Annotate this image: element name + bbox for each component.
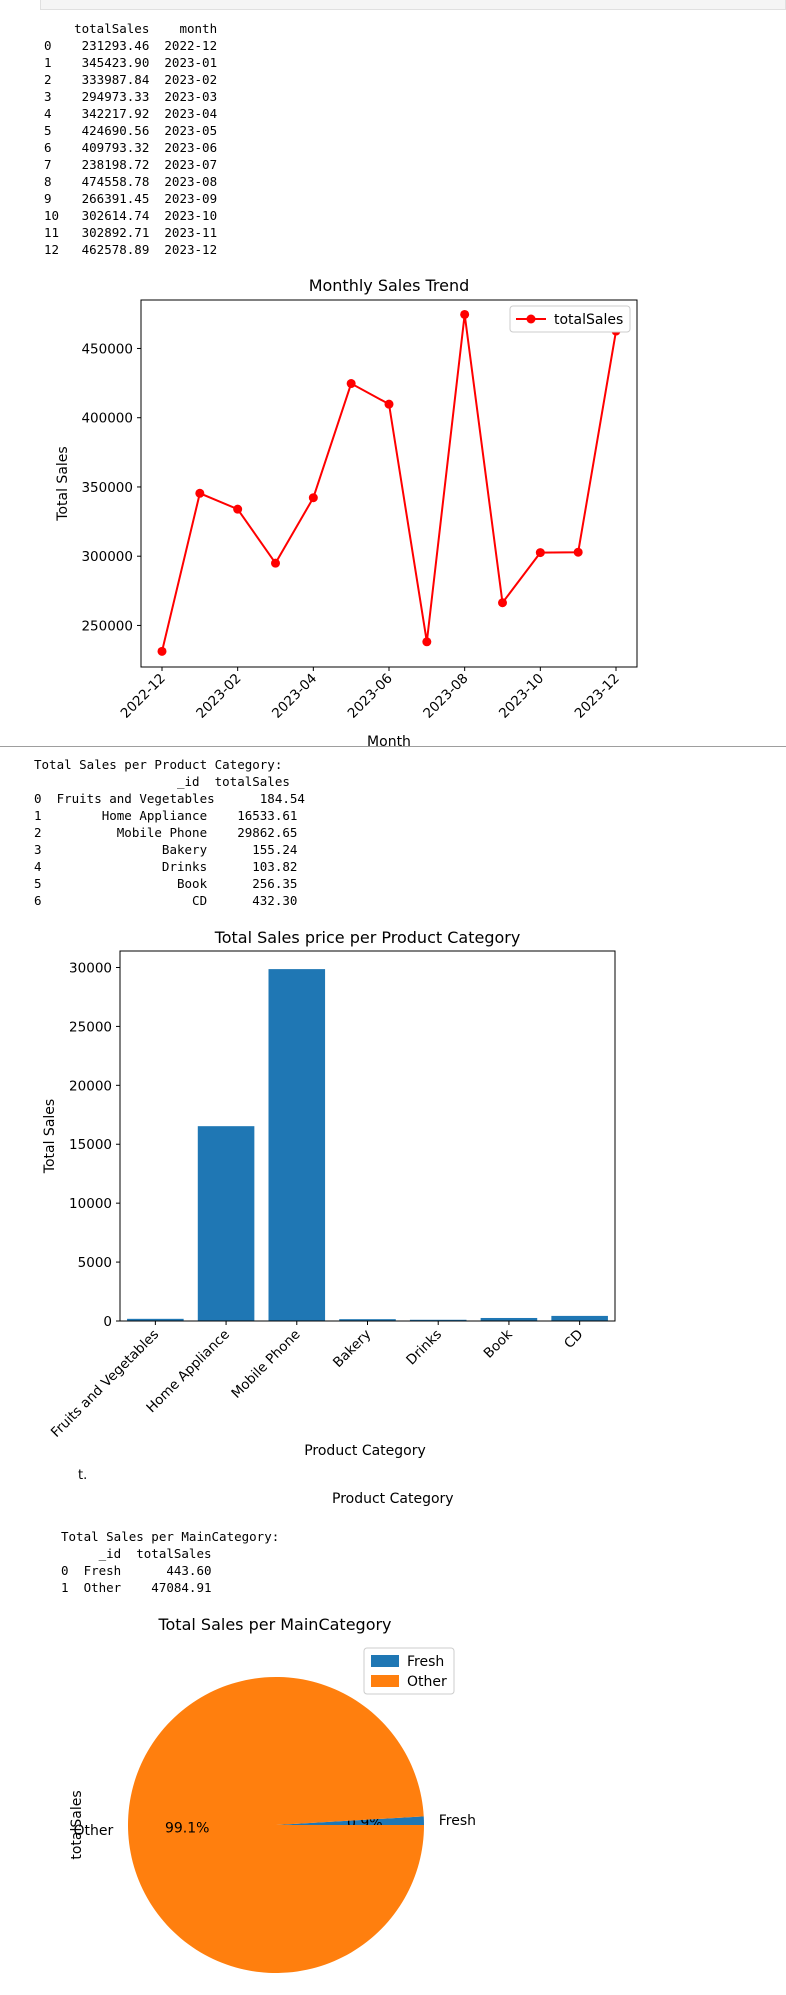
x-tick-label: 2023-06 <box>345 671 396 722</box>
data-point <box>498 598 507 608</box>
x-tick-label: Fruits and Vegetables <box>48 1327 162 1441</box>
data-point <box>460 309 470 319</box>
x-tick-label: CD <box>561 1327 586 1352</box>
x-tick-label: Drinks <box>403 1327 445 1369</box>
y-tick-label: 400000 <box>81 411 133 427</box>
legend-label-fresh: Fresh <box>407 1654 444 1670</box>
pie-slice-other <box>127 1677 425 1973</box>
x-tick-label: 2022-12 <box>118 671 169 722</box>
legend-label: totalSales <box>554 312 623 328</box>
plot-frame <box>119 950 616 1322</box>
main-category-pie-chart: Total Sales per MainCategoryFresh0.9%Oth… <box>69 1615 476 1973</box>
output-divider <box>0 746 786 747</box>
pie-slice-fresh <box>276 1816 424 1825</box>
x-tick-label: Mobile Phone <box>228 1327 303 1402</box>
stray-axis-label: Product Category <box>332 1491 454 1507</box>
legend-box <box>509 305 631 333</box>
y-axis-label: Total Sales <box>55 446 71 521</box>
bar-home-appliance <box>197 1126 255 1321</box>
x-tick-label: 2023-10 <box>496 671 547 722</box>
data-point <box>573 547 583 557</box>
data-point <box>384 399 394 409</box>
category-bar-chart: Total Sales price per Product Category Fr… <box>42 928 616 1459</box>
chart-title: Monthly Sales Trend <box>309 276 470 295</box>
bar-cd <box>551 1315 608 1321</box>
plot-frame <box>140 299 638 668</box>
x-tick-label: 2023-12 <box>572 671 623 722</box>
data-point <box>233 504 243 514</box>
x-tick-label: Bakery <box>330 1327 374 1371</box>
x-tick-label: 2023-02 <box>193 671 244 722</box>
y-tick-label: 15000 <box>69 1137 112 1153</box>
data-point <box>157 646 167 656</box>
y-tick-label: 300000 <box>81 549 133 565</box>
data-point <box>422 637 432 647</box>
legend-label-other: Other <box>407 1674 447 1690</box>
y-tick-label: 250000 <box>81 618 133 634</box>
y-tick-label: 0 <box>103 1314 112 1330</box>
data-point <box>535 548 545 558</box>
monthly-sales-line-chart: Monthly Sales Trend 250000 300000 350000 400… <box>55 276 638 750</box>
x-tick-label: 2023-04 <box>269 671 320 722</box>
pie-label-other: Other <box>74 1823 114 1839</box>
x-tick-label: Book <box>481 1326 516 1361</box>
y-tick-label: 20000 <box>69 1078 112 1094</box>
x-axis-label: Month <box>367 734 411 750</box>
chart-title: Total Sales price per Product Category <box>214 928 521 947</box>
category-sales-table: Total Sales per Product Category: _id to… <box>34 757 305 908</box>
data-point <box>346 379 356 389</box>
y-axis-label: totalSales <box>69 1790 85 1859</box>
main-category-table: Total Sales per MainCategory: _id totalS… <box>61 1529 280 1595</box>
cell-input-bar <box>40 0 786 10</box>
y-tick-label: 450000 <box>81 341 133 357</box>
chart-title: Total Sales per MainCategory <box>157 1615 391 1634</box>
x-tick-label: 2023-08 <box>420 671 471 722</box>
bar-fruits-and-vegetables <box>127 1318 184 1321</box>
legend-swatch-other <box>371 1675 399 1687</box>
y-axis-label: Total Sales <box>42 1099 58 1174</box>
y-tick-label: 5000 <box>78 1255 112 1271</box>
pie-label-fresh: Fresh <box>439 1813 476 1829</box>
bar-mobile-phone <box>268 969 326 1321</box>
series-line-totalSales <box>161 314 617 652</box>
legend-swatch-fresh <box>371 1655 399 1667</box>
y-tick-label: 10000 <box>69 1196 112 1212</box>
y-tick-label: 25000 <box>69 1019 112 1035</box>
bar-book <box>480 1317 538 1321</box>
legend-marker <box>526 314 536 324</box>
pie-percent-other: 99.1% <box>165 1821 209 1837</box>
bar-drinks <box>409 1319 467 1321</box>
data-point <box>271 558 280 568</box>
data-point <box>195 488 205 498</box>
y-tick-label: 350000 <box>81 480 133 496</box>
monthly-sales-table: totalSales month 0 231293.46 2022-12 1 3… <box>44 21 218 257</box>
clipped-text-fragment: t. <box>78 1468 88 1483</box>
data-point <box>308 493 318 503</box>
y-tick-label: 30000 <box>69 960 112 976</box>
x-axis-label: Product Category <box>304 1443 426 1459</box>
bar-bakery <box>339 1319 396 1321</box>
